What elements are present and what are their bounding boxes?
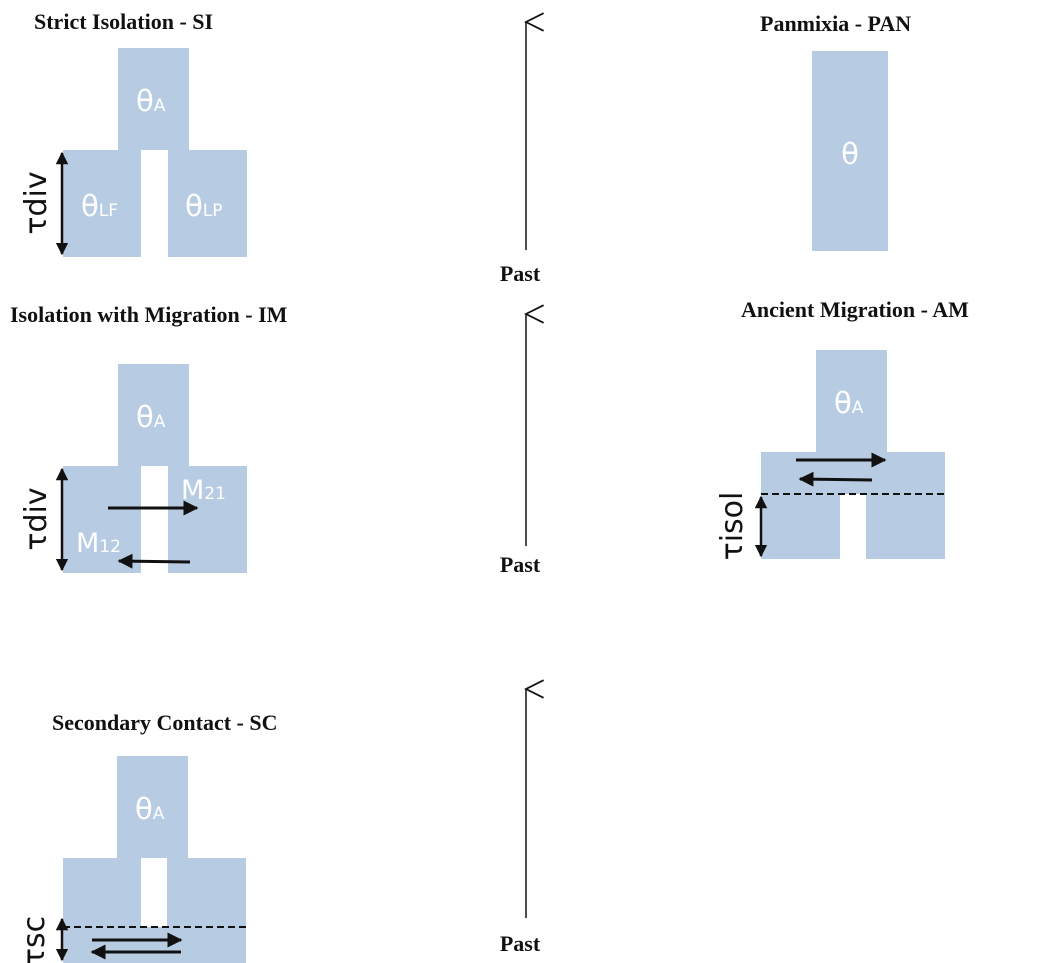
sc-left-population <box>63 858 141 963</box>
si-theta-left: θLF <box>81 189 118 223</box>
si-theta-right: θLP <box>185 189 222 223</box>
si-left-population <box>63 150 141 257</box>
im-ancestral-population <box>118 364 189 466</box>
model-secondary-contact: Secondary Contact - SC θA τsc <box>17 710 278 963</box>
am-ancestral-population <box>816 350 887 452</box>
past-label: Past <box>500 931 541 956</box>
sc-theta-ancestral: θA <box>135 792 165 826</box>
im-title: Isolation with Migration - IM <box>10 302 288 327</box>
sc-contact-zone <box>141 927 167 963</box>
sc-tau-label: τsc <box>17 916 52 963</box>
am-left-population <box>761 452 840 559</box>
im-migration-arrow-left <box>117 553 191 569</box>
im-theta-ancestral: θA <box>136 400 166 434</box>
sc-ancestral-population <box>117 756 188 858</box>
time-axis-bottom: Past <box>500 679 544 956</box>
past-label: Past <box>500 552 541 577</box>
am-right-population <box>866 452 945 559</box>
pan-population <box>812 51 888 251</box>
model-strict-isolation: Strict Isolation - SI θA θLF θLP τdiv <box>19 9 247 257</box>
am-tau-label: τisol <box>715 492 750 561</box>
model-panmixia: Panmixia - PAN θ <box>760 11 911 251</box>
am-migration-arrow-left <box>798 471 873 487</box>
am-gene-flow-zone <box>840 452 866 494</box>
model-ancient-migration: Ancient Migration - AM θA τisol <box>715 297 969 560</box>
pan-title: Panmixia - PAN <box>760 11 911 36</box>
time-axis-top: Past <box>500 12 544 286</box>
im-right-population <box>168 466 247 573</box>
si-right-population <box>168 150 247 257</box>
pan-theta: θ <box>841 137 859 171</box>
im-migration-rate-12: M12 <box>76 528 121 559</box>
past-label: Past <box>500 261 541 286</box>
sc-title: Secondary Contact - SC <box>52 710 278 735</box>
am-theta-ancestral: θA <box>834 386 864 420</box>
am-title: Ancient Migration - AM <box>741 297 969 322</box>
model-isolation-with-migration: Isolation with Migration - IM θA M21 M12… <box>10 302 288 573</box>
si-ancestral-population <box>118 48 189 150</box>
sc-right-population <box>167 858 246 963</box>
im-migration-rate-21: M21 <box>181 475 226 506</box>
time-axis-middle: Past <box>500 304 544 577</box>
im-tau-label: τdiv <box>19 487 54 550</box>
si-tau-label: τdiv <box>19 171 54 234</box>
si-title: Strict Isolation - SI <box>34 9 213 34</box>
si-theta-ancestral: θA <box>136 84 166 118</box>
